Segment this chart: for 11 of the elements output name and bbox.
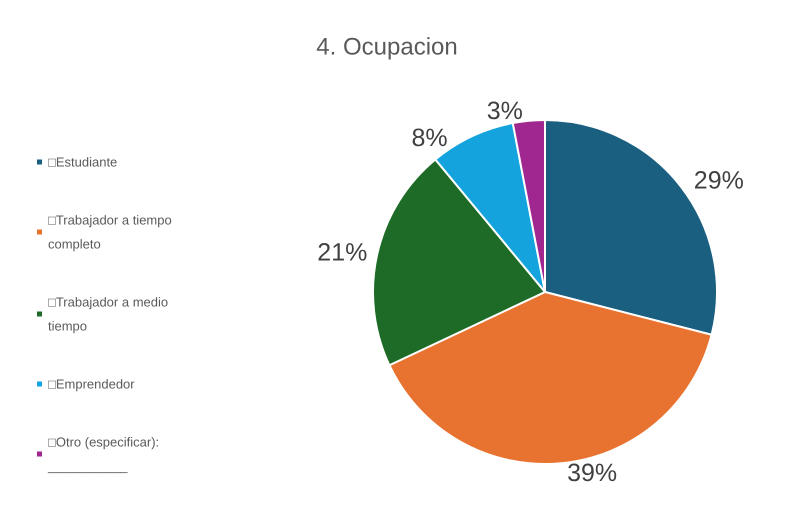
data-label: 8%	[411, 124, 448, 152]
legend-label: □Otro (especificar): ___________	[47, 434, 163, 474]
legend-label: □Trabajador a medio tiempo	[48, 294, 172, 334]
data-label: 29%	[694, 166, 744, 194]
legend-label: □Trabajador a tiempo completo	[48, 212, 176, 252]
data-label: 21%	[317, 238, 368, 266]
legend-label: □Emprendedor	[48, 376, 136, 392]
data-label: 39%	[567, 459, 618, 488]
data-label: 3%	[486, 96, 523, 125]
chart-title: 4. Ocupacion	[316, 34, 458, 60]
legend-label: □Estudiante	[48, 154, 118, 170]
